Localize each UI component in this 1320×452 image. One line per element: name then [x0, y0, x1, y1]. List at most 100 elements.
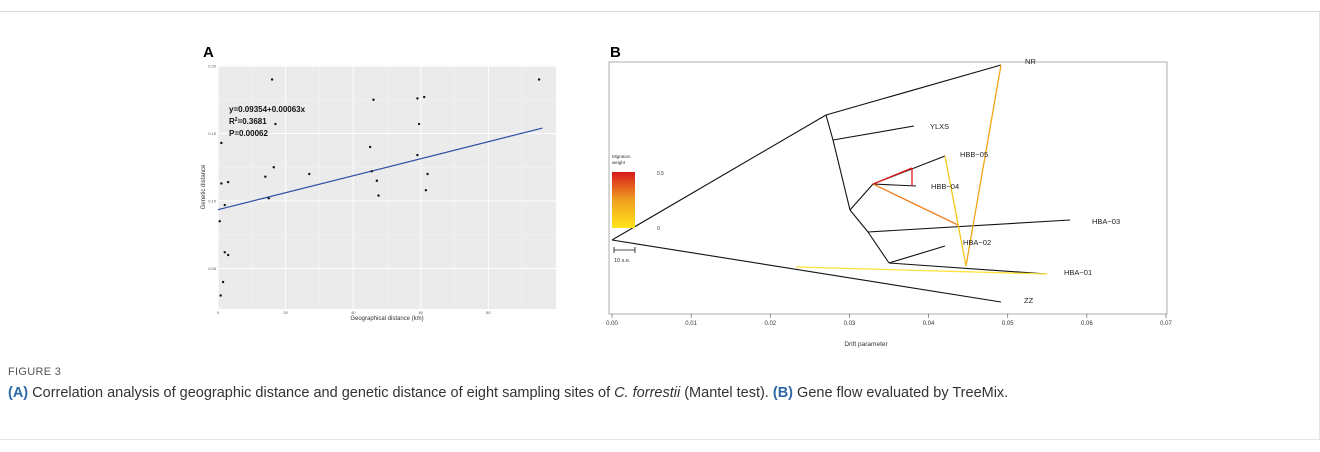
scatter-point	[272, 166, 275, 169]
scale-bar: 10 s.e.	[613, 247, 636, 264]
branch-inner-1	[825, 114, 834, 141]
tip-labels: NR YLXS HBB−05 HBB−04 HBA−03 HBA−02 HBA−…	[930, 57, 1120, 305]
scatter-point	[220, 141, 223, 145]
x-tick-label: 0.04	[923, 321, 935, 327]
scatter-point	[270, 78, 274, 81]
x-tick-label: 40	[351, 310, 356, 315]
y-tick-label: 0.20	[208, 64, 217, 69]
x-axis-label: Geographical distance (km)	[350, 316, 423, 322]
figure-panels: A B 0 20 40 60 80 0.050.100.150.20 Geographi…	[201, 44, 1172, 348]
tip-label-hbb04: HBB−04	[931, 182, 959, 191]
scatter-point	[308, 172, 311, 176]
branch-hbb04	[872, 183, 917, 187]
scatter-point	[426, 172, 429, 176]
caption-tag-a: (A)	[8, 385, 29, 401]
branch-inner-4	[849, 209, 869, 233]
x-tick-label: 80	[486, 310, 491, 315]
tip-label-hba02: HBA−02	[963, 238, 991, 247]
scatter-points	[218, 78, 541, 297]
scatter-point	[416, 153, 419, 157]
branch-hba01	[888, 262, 1048, 275]
tip-label-hba03: HBA−03	[1092, 217, 1120, 226]
caption-text-b: Gene flow evaluated by TreeMix.	[793, 385, 1009, 401]
top-rule	[0, 11, 1320, 12]
scatter-point	[417, 122, 421, 126]
tip-label-nr: NR	[1025, 57, 1036, 66]
tip-label-hbb05: HBB−05	[960, 150, 988, 159]
scatter-point	[226, 180, 230, 184]
migration-hbb04-b	[872, 167, 913, 185]
scale-bar-label: 10 s.e.	[614, 258, 631, 264]
scatter-point	[370, 170, 373, 173]
branch-inner-2	[832, 139, 851, 211]
legend-title-line2: weight	[612, 160, 626, 165]
branch-hba02	[888, 245, 946, 264]
caption-text-a: Correlation analysis of geographic dista…	[28, 385, 615, 401]
scatter-point	[223, 251, 226, 254]
legend-min-label: 0	[657, 226, 660, 232]
legend-max-label: 0.5	[657, 171, 664, 177]
migration-edges	[795, 64, 1048, 275]
x-tick-label: 0.05	[1002, 321, 1014, 327]
x-tick-label: 20	[283, 310, 288, 315]
scatter-point	[375, 179, 379, 182]
scatter-point	[424, 189, 428, 192]
x-tick-label: 60	[419, 310, 424, 315]
x-tick-label: 0.00	[606, 321, 618, 327]
legend-title-line1: Migration	[612, 154, 631, 159]
figure-caption: (A) Correlation analysis of geographic d…	[8, 383, 1298, 404]
scatter-point	[274, 122, 277, 126]
tip-label-ylxs: YLXS	[930, 122, 949, 131]
scatter-point	[537, 78, 541, 81]
migration-hba01	[795, 266, 1048, 275]
branch-inner-5	[867, 231, 890, 264]
caption-species: C. forrestii	[614, 385, 681, 401]
branch-inner-3	[849, 183, 874, 211]
figure-number: FIGURE 3	[8, 366, 62, 378]
scatter-point	[221, 280, 225, 284]
tree-branches	[611, 64, 1071, 303]
r-squared-prefix: R	[229, 117, 235, 126]
scatter-point	[368, 145, 372, 149]
r-squared: R2=0.3681	[229, 117, 267, 126]
scatter-point	[218, 220, 221, 223]
branch-nr	[825, 64, 1002, 116]
x-tick-label: 0	[217, 310, 220, 315]
y-axis-label: Genetic distance	[201, 164, 207, 209]
panel-label-a: A	[203, 44, 214, 61]
branch-ylxs	[832, 125, 915, 141]
y-tick-label: 0.15	[208, 131, 217, 136]
x-tick-label: 0.02	[764, 321, 776, 327]
r-squared-sup: 2	[235, 117, 238, 123]
tree-frame	[608, 61, 1168, 315]
scatter-plot: 0 20 40 60 80 0.05 0.10 0.15 0.20 Geographical …	[201, 64, 556, 322]
x-tick-label: 0.03	[844, 321, 856, 327]
scatter-point	[377, 194, 380, 197]
tip-label-zz: ZZ	[1024, 296, 1034, 305]
x-tick-label: 0.07	[1160, 321, 1172, 327]
bottom-rule	[0, 439, 1320, 440]
migration-weight-legend: Migration weight 0.5 0	[612, 154, 664, 232]
tip-label-hba01: HBA−01	[1064, 268, 1092, 277]
scatter-point	[219, 294, 222, 297]
y-tick-label: 0.10	[208, 199, 217, 204]
scatter-point	[226, 253, 230, 257]
y-tick-labels: 0.05 0.10 0.15 0.20	[208, 64, 217, 272]
branch-root-zz	[611, 239, 1002, 303]
scatter-point	[220, 182, 223, 185]
scatter-point	[264, 175, 267, 178]
branch-root-upper	[611, 114, 827, 241]
scatter-point	[416, 97, 419, 100]
y-tick-label: 0.05	[208, 266, 217, 271]
regression-line	[217, 127, 543, 211]
x-tick-label: 0.01	[685, 321, 697, 327]
migration-hba03	[872, 183, 959, 226]
b-x-axis-label: Drift parameter	[844, 341, 888, 348]
p-value: P=0.00062	[229, 129, 268, 138]
legend-color-bar	[612, 172, 635, 228]
caption-tag-b: (B)	[772, 385, 794, 401]
x-axis-ticks: 0.00 0.01 0.02 0.03 0.04 0.05 0.06 0.07	[606, 314, 1172, 327]
migration-hbb05	[944, 155, 967, 267]
migration-nr	[965, 64, 1002, 267]
